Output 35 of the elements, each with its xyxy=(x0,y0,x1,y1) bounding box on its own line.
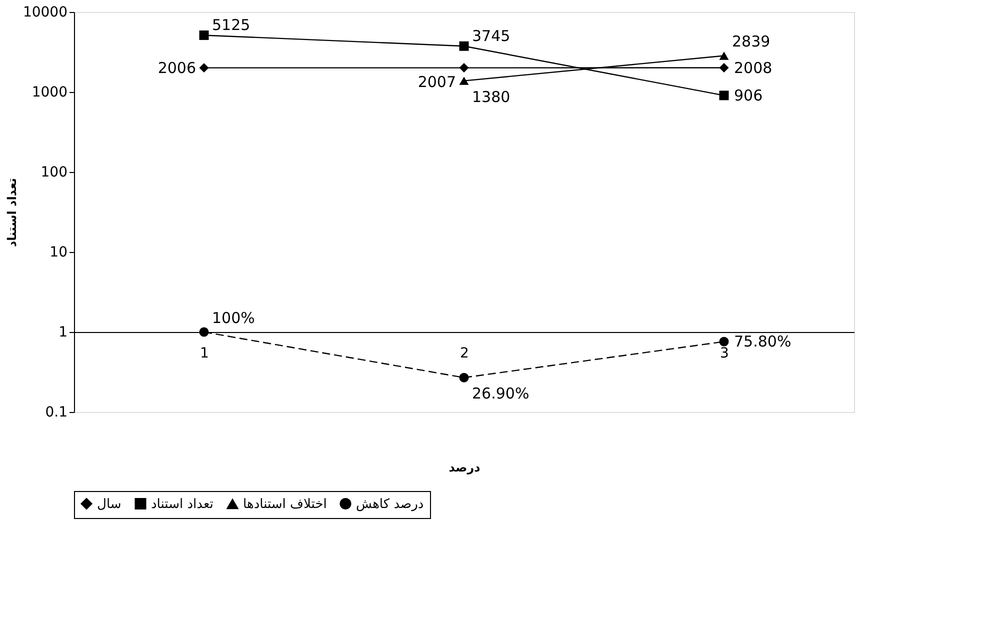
x-axis-title: درصد xyxy=(448,460,480,474)
point xyxy=(719,63,729,73)
point xyxy=(199,63,209,73)
data-label: 1380 xyxy=(472,88,510,106)
point xyxy=(199,30,209,40)
data-label: 2006 xyxy=(158,58,196,77)
y-tick-label: 10 xyxy=(50,244,68,260)
legend-label: درصد کاهش xyxy=(356,496,424,512)
point xyxy=(719,90,729,100)
x-tick-label: 2 xyxy=(460,346,469,362)
y-axis-title: تعداد استناد xyxy=(4,178,19,248)
x-tick-label: 1 xyxy=(200,346,209,362)
y-tick-label: 1 xyxy=(58,324,68,340)
data-label: 75.80% xyxy=(734,332,792,351)
x-tick-label: 3 xyxy=(720,346,729,362)
legend-label: تعداد استناد xyxy=(151,496,214,512)
y-tick-label: 0.1 xyxy=(45,404,68,420)
point xyxy=(459,41,469,51)
data-label: 2007 xyxy=(418,72,456,91)
data-label: 100% xyxy=(212,309,255,327)
data-label: 906 xyxy=(734,86,763,104)
point xyxy=(459,372,469,382)
point xyxy=(719,336,729,346)
data-label: 5125 xyxy=(212,16,250,34)
y-tick-label: 10000 xyxy=(22,4,68,20)
y-tick-label: 100 xyxy=(40,164,68,180)
data-label: 3745 xyxy=(472,27,510,46)
data-label: 2839 xyxy=(732,32,770,51)
legend-label: سال xyxy=(97,496,122,512)
legend-label: اختلاف استنادها xyxy=(243,497,327,512)
y-tick-label: 1000 xyxy=(32,84,68,100)
data-label: 2008 xyxy=(734,58,772,77)
point xyxy=(459,63,469,73)
point xyxy=(199,327,209,337)
data-label: 26.90% xyxy=(472,384,530,403)
